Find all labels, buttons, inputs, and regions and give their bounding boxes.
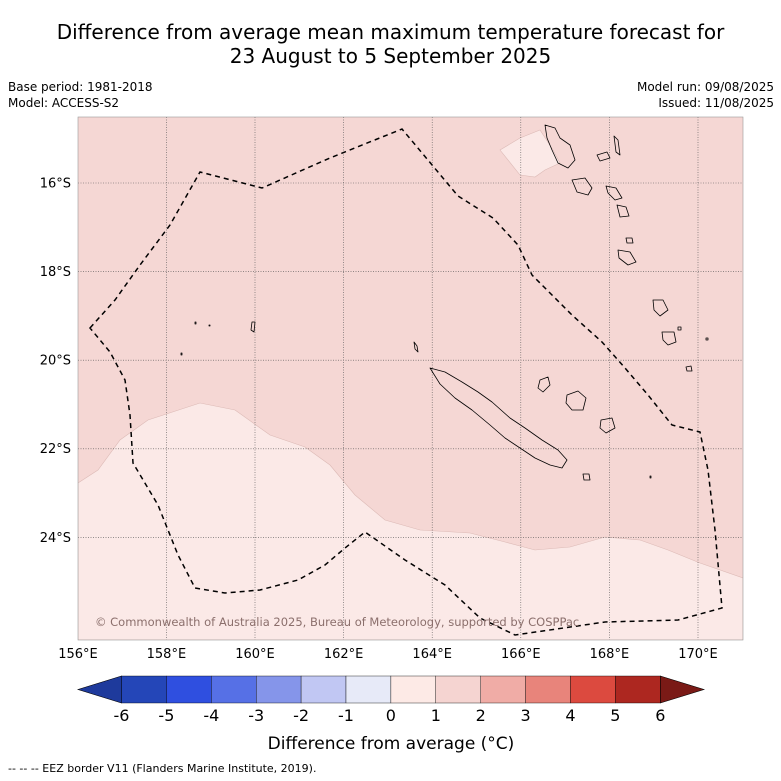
colorbar-tick-label: -1 xyxy=(338,706,354,725)
ambae xyxy=(596,151,611,162)
title-line-2: 23 August to 5 September 2025 xyxy=(229,44,552,68)
colorbar-tick-label: 3 xyxy=(521,706,531,725)
colorbar-tick-label: 2 xyxy=(476,706,486,725)
new-caledonia xyxy=(429,367,568,469)
colorbar-segment xyxy=(570,675,616,704)
model-run: Model run: 09/08/2025 xyxy=(636,80,774,94)
espiritu-santo xyxy=(544,124,576,169)
colorbar-tick-label: -3 xyxy=(248,706,264,725)
colorbar-ticks: -6 -5 -4 -3 -2 -1 0 1 2 3 4 5 6 xyxy=(114,706,666,725)
efate xyxy=(616,204,630,218)
colorbar-tick-label: 6 xyxy=(655,706,665,725)
lon-label-162e: 162°E xyxy=(324,647,364,662)
colorbar-segment xyxy=(166,675,212,704)
colorbar-segments xyxy=(76,675,706,704)
lon-label-166e: 166°E xyxy=(501,647,541,662)
base-period: Base period: 1981-2018 xyxy=(8,80,153,94)
band-0-to-1 xyxy=(78,402,743,640)
colorbar-tick-label: 5 xyxy=(610,706,620,725)
colorbar-tick-label: -5 xyxy=(158,706,174,725)
colorbar-extend-high xyxy=(659,675,706,704)
reef-islet-2 xyxy=(180,352,183,356)
colorbar-extend-low xyxy=(76,675,122,704)
lon-label-170e: 170°E xyxy=(678,647,718,662)
colorbar: -6 -5 -4 -3 -2 -1 0 1 2 3 4 5 6 Difference from aver… xyxy=(76,675,706,754)
lat-label-22s: 22°S xyxy=(40,442,71,457)
chesterfield-islet xyxy=(250,321,256,333)
colorbar-segment xyxy=(480,675,526,704)
loyalty-island-lifou xyxy=(565,390,587,411)
erromango xyxy=(625,237,634,244)
band-0-to-1-north xyxy=(499,129,561,178)
copyright-text: © Commonwealth of Australia 2025, Bureau… xyxy=(95,615,579,629)
longitude-labels: 156°E 158°E 160°E 162°E 164°E 166°E 168°… xyxy=(58,647,718,662)
colorbar-tick-label: -6 xyxy=(114,706,130,725)
map-frame xyxy=(77,116,744,641)
latitude-labels: 16°S 18°S 20°S 22°S 24°S xyxy=(40,177,71,547)
malakula xyxy=(571,177,593,196)
pentecost xyxy=(605,185,623,201)
matthew-island xyxy=(661,331,677,346)
lon-label-160e: 160°E xyxy=(235,647,275,662)
aneityum xyxy=(652,299,669,317)
hunter-island xyxy=(685,365,693,372)
tanna xyxy=(617,249,637,266)
lat-label-20s: 20°S xyxy=(40,354,71,369)
colorbar-segment xyxy=(390,675,436,704)
loyalty-island-mare xyxy=(599,417,616,434)
maewo xyxy=(613,135,621,156)
small-islet-1 xyxy=(677,326,682,331)
colorbar-label: Difference from average (°C) xyxy=(268,734,515,754)
lat-label-24s: 24°S xyxy=(40,531,71,546)
belep-islands xyxy=(413,341,419,353)
issued-date: Issued: 11/08/2025 xyxy=(658,96,774,110)
colorbar-segment xyxy=(300,675,347,704)
colorbar-segment xyxy=(615,675,661,704)
reef-islet-3 xyxy=(208,324,211,327)
graticule xyxy=(78,117,743,640)
coastlines xyxy=(180,124,709,481)
map-area: © Commonwealth of Australia 2025, Bureau… xyxy=(78,117,743,640)
walpole-islet xyxy=(649,475,652,479)
colorbar-tick-label: 1 xyxy=(431,706,441,725)
colorbar-tick-label: 0 xyxy=(386,706,396,725)
isle-of-pines xyxy=(582,473,591,481)
colorbar-segment xyxy=(256,675,302,704)
small-islet-2 xyxy=(705,337,709,341)
colorbar-segment xyxy=(211,675,257,704)
colorbar-tick-label: -4 xyxy=(203,706,219,725)
lat-label-18s: 18°S xyxy=(40,265,71,280)
colorbar-segment xyxy=(345,675,392,704)
lon-label-168e: 168°E xyxy=(590,647,630,662)
colorbar-segment xyxy=(435,675,481,704)
lon-label-156e: 156°E xyxy=(58,647,98,662)
colorbar-segment xyxy=(121,675,167,704)
reef-islet-1 xyxy=(194,321,197,325)
colorbar-tick-label: 4 xyxy=(565,706,575,725)
lat-label-16s: 16°S xyxy=(40,177,71,192)
eez-legend-note: -- -- -- EEZ border V11 (Flanders Marine… xyxy=(8,762,317,775)
lon-label-158e: 158°E xyxy=(147,647,187,662)
lon-label-164e: 164°E xyxy=(412,647,452,662)
model-name: Model: ACCESS-S2 xyxy=(8,96,120,110)
colorbar-segment xyxy=(525,675,571,704)
loyalty-island-ouvea xyxy=(537,376,551,393)
title-line-1: Difference from average mean maximum tem… xyxy=(56,20,725,44)
colorbar-tick-label: -2 xyxy=(293,706,309,725)
eez-border xyxy=(89,128,723,636)
